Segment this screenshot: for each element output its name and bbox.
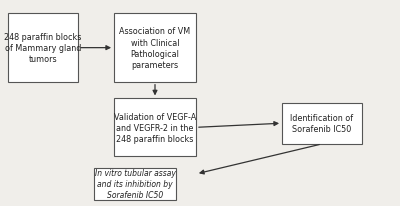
Text: Association of VM
with Clinical
Pathological
parameters: Association of VM with Clinical Patholog… [120,27,190,69]
Text: Identification of
Sorafenib IC50: Identification of Sorafenib IC50 [290,114,354,134]
FancyBboxPatch shape [114,14,196,82]
Text: Validation of VEGF-A
and VEGFR-2 in the
248 paraffin blocks: Validation of VEGF-A and VEGFR-2 in the … [114,112,196,143]
FancyBboxPatch shape [94,168,176,200]
FancyBboxPatch shape [8,14,78,82]
FancyBboxPatch shape [114,99,196,157]
Text: In vitro tubular assay
and its inhibition by
Sorafenib IC50: In vitro tubular assay and its inhibitio… [94,168,176,199]
FancyBboxPatch shape [282,103,362,144]
Text: 248 paraffin blocks
of Mammary gland
tumors: 248 paraffin blocks of Mammary gland tum… [4,33,82,64]
